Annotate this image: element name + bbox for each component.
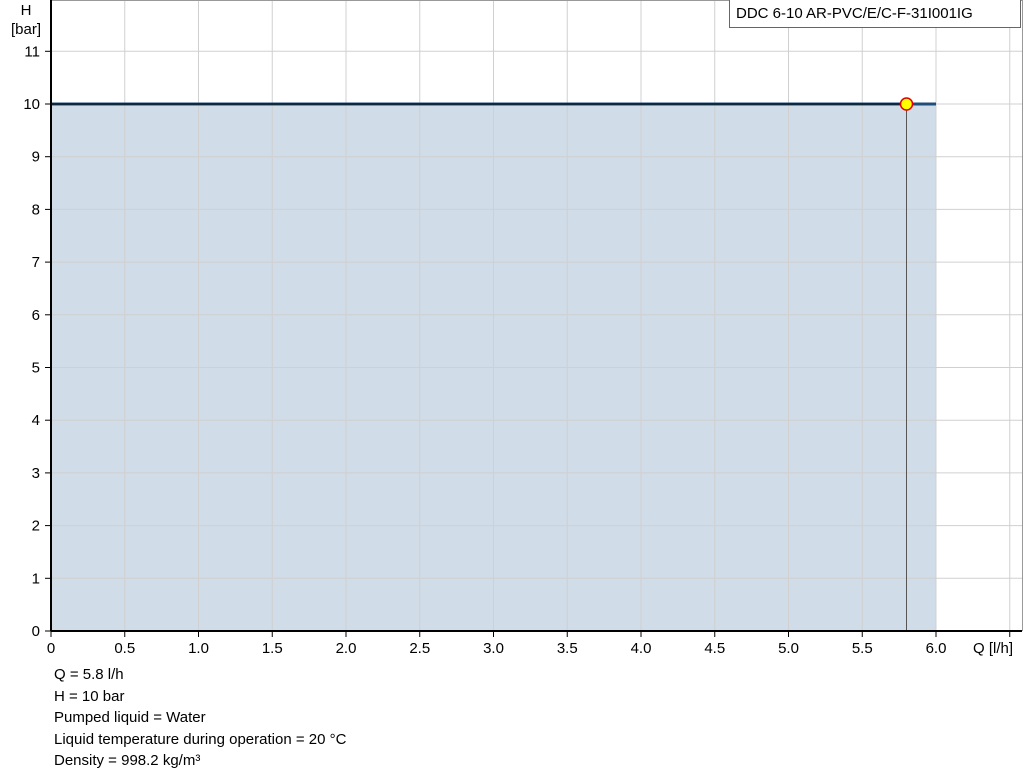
- info-density: Density = 998.2 kg/m³: [54, 752, 201, 770]
- x-tick-label: 4.5: [704, 640, 725, 657]
- y-tick-label: 8: [32, 201, 40, 218]
- duty-point-marker: [899, 97, 914, 111]
- x-tick-label: 0.5: [114, 640, 135, 657]
- y-tick-label: 6: [32, 307, 40, 324]
- chart-legend: DDC 6-10 AR-PVC/E/C-F-31I001IG: [729, 0, 1021, 28]
- y-axis-label-name: H: [21, 2, 32, 19]
- y-axis-label-unit: [bar]: [11, 21, 41, 38]
- info-liquid: Pumped liquid = Water: [54, 709, 206, 727]
- y-tick-label: 4: [32, 412, 40, 429]
- x-tick-label: 2.5: [409, 640, 430, 657]
- x-tick-label: 3.5: [557, 640, 578, 657]
- y-tick-label: 3: [32, 465, 40, 482]
- y-tick-label: 5: [32, 360, 40, 377]
- y-tick-label: 9: [32, 149, 40, 166]
- y-tick-label: 7: [32, 254, 40, 271]
- y-tick-label: 0: [32, 623, 40, 640]
- y-tick-label: 10: [23, 96, 40, 113]
- x-tick-label: 5.0: [778, 640, 799, 657]
- x-tick-label: 1.0: [188, 640, 209, 657]
- x-tick-label: 6.0: [926, 640, 947, 657]
- x-tick-label: 1.5: [262, 640, 283, 657]
- x-tick-label: 3.0: [483, 640, 504, 657]
- legend-label: DDC 6-10 AR-PVC/E/C-F-31I001IG: [736, 5, 973, 22]
- x-tick-label: 5.5: [852, 640, 873, 657]
- x-tick-label: 2.0: [336, 640, 357, 657]
- x-tick-label: 4.0: [631, 640, 652, 657]
- x-tick-label: 0: [47, 640, 55, 657]
- info-head: H = 10 bar: [54, 687, 125, 705]
- y-tick-label: 11: [24, 43, 40, 60]
- info-flow: Q = 5.8 l/h: [54, 666, 124, 683]
- info-temperature: Liquid temperature during operation = 20…: [54, 730, 347, 748]
- y-tick-label: 1: [32, 570, 40, 587]
- x-axis-label: Q [l/h]: [973, 640, 1013, 657]
- y-tick-label: 2: [32, 518, 40, 535]
- duty-point-info: Q = 5.8 l/h H = 10 bar Pumped liquid = W…: [54, 664, 346, 772]
